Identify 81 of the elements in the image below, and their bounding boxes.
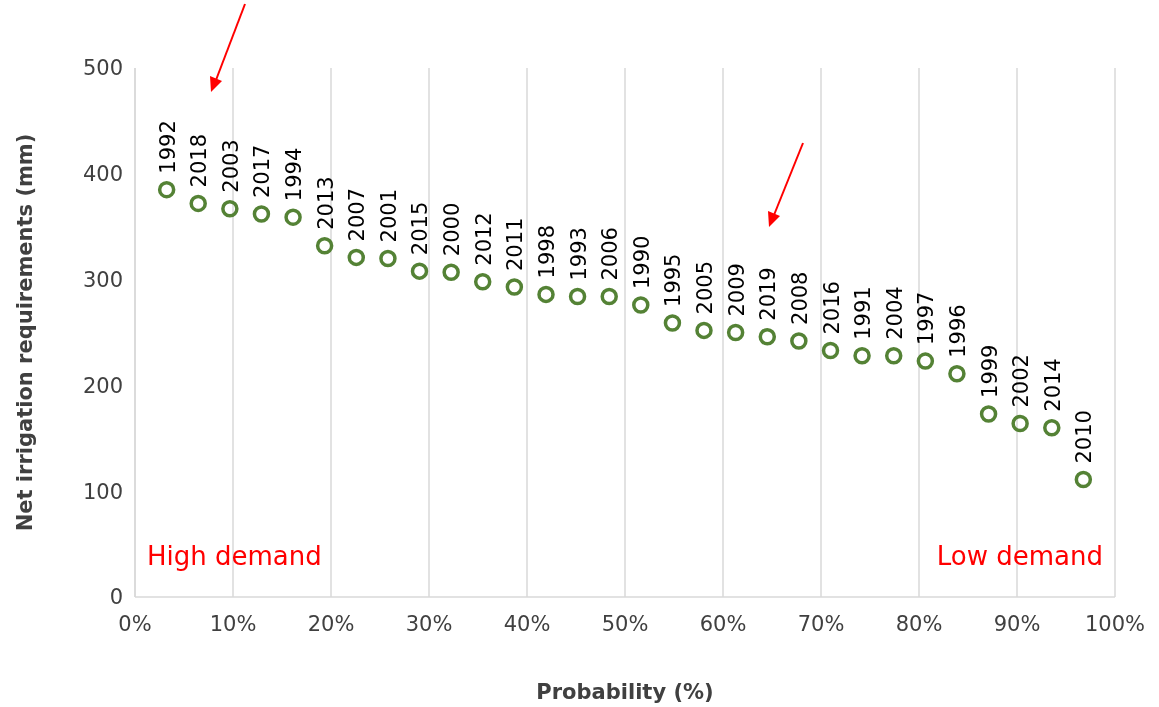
x-axis-title: Probability (%) xyxy=(536,680,714,704)
point xyxy=(284,208,302,226)
annotation: 1991 xyxy=(851,286,876,340)
x-tick-label: 40% xyxy=(503,612,551,636)
annotation: 1996 xyxy=(945,304,970,358)
annotation: 2015 xyxy=(408,201,433,256)
annotation: 2010 xyxy=(1072,410,1097,464)
y-tick-label: 500 xyxy=(82,56,123,81)
annotation: 2002 xyxy=(1009,354,1034,408)
annotation: 2014 xyxy=(1040,358,1065,412)
point xyxy=(1074,470,1093,489)
annotation: 1993 xyxy=(566,227,591,281)
annotation: 2019 xyxy=(756,267,781,321)
annotation: 2012 xyxy=(471,212,496,266)
point xyxy=(442,263,460,281)
point xyxy=(726,323,745,342)
y-axis-title: Net irrigation requirements (mm) xyxy=(13,133,37,532)
point xyxy=(632,296,650,314)
y-tick-label: 100 xyxy=(82,479,123,504)
point xyxy=(979,405,998,423)
annotation: 1997 xyxy=(914,291,939,346)
y-tick-label: 300 xyxy=(82,267,123,292)
annotation: 2009 xyxy=(724,263,749,317)
annotation: 1994 xyxy=(282,147,307,202)
annotation: 2001 xyxy=(376,188,401,243)
annotation: High demand xyxy=(147,541,322,572)
x-tick-label: 10% xyxy=(209,612,257,636)
annotation: Low demand xyxy=(936,541,1103,572)
annotation: 2016 xyxy=(819,281,844,335)
annotation: 2006 xyxy=(598,227,623,281)
x-tick-label: 60% xyxy=(699,612,747,636)
point xyxy=(537,285,555,304)
x-tick-label: 30% xyxy=(405,612,453,636)
annotation: 2007 xyxy=(345,187,370,242)
annotation: 2003 xyxy=(218,139,243,193)
point xyxy=(157,180,176,199)
annotation: 2013 xyxy=(313,176,338,230)
point xyxy=(221,199,239,218)
x-tick-label: 90% xyxy=(993,612,1041,636)
point xyxy=(379,249,397,268)
point xyxy=(884,347,903,365)
annotation: 1995 xyxy=(661,253,686,307)
point xyxy=(505,278,524,296)
x-tick-label: 70% xyxy=(797,612,845,636)
point xyxy=(663,314,682,332)
annotation: 2000 xyxy=(440,202,465,257)
annotation: 2004 xyxy=(882,286,907,340)
point xyxy=(315,236,334,255)
point xyxy=(600,287,618,306)
annotation: 1998 xyxy=(535,224,560,279)
point xyxy=(948,365,966,383)
annotation: 1992 xyxy=(155,120,180,174)
annotation: 1990 xyxy=(629,235,654,289)
point xyxy=(410,262,429,280)
point xyxy=(568,287,587,306)
point xyxy=(821,341,840,360)
y-tick-label: 400 xyxy=(82,162,123,187)
point xyxy=(1043,418,1061,437)
point xyxy=(790,332,808,350)
point xyxy=(189,194,207,213)
point xyxy=(473,272,492,291)
annotation: 2017 xyxy=(250,144,275,198)
x-tick-label: 20% xyxy=(307,612,355,636)
point xyxy=(758,327,777,346)
point xyxy=(347,248,366,267)
annotation: 2008 xyxy=(787,271,812,325)
y-tick-label: 0 xyxy=(109,585,123,610)
x-tick-label: 80% xyxy=(895,612,943,636)
y-tick-label: 200 xyxy=(82,373,123,398)
point xyxy=(252,205,271,223)
point xyxy=(916,352,935,370)
point xyxy=(853,347,871,365)
annotation: 2011 xyxy=(503,217,528,272)
point xyxy=(695,321,713,340)
point xyxy=(1011,414,1029,433)
annotation: 1999 xyxy=(977,344,1002,398)
x-tick-label: 100% xyxy=(1084,612,1146,636)
annotation: 2005 xyxy=(692,260,717,315)
annotation: 2018 xyxy=(187,133,212,188)
x-tick-label: 0% xyxy=(118,612,152,636)
x-tick-label: 50% xyxy=(601,612,649,636)
